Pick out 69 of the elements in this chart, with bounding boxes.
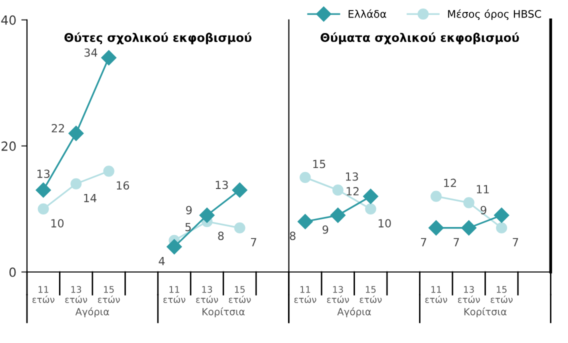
x-tick-label: 15 ετών (490, 286, 513, 303)
data-label: 12 (346, 187, 359, 196)
data-label: 5 (185, 222, 191, 232)
y-tick-label: 20 (2, 141, 16, 151)
point (38, 203, 49, 215)
legend-label: Μέσος όρος HBSC (448, 9, 542, 20)
data-label: 14 (84, 194, 96, 202)
point (36, 182, 51, 198)
y-tick-label: 0 (9, 267, 16, 277)
x-tick-label: 13 ετών (196, 286, 218, 303)
text: Θύματα σχολικού εκφοβισμού (320, 32, 519, 44)
data-label: 34 (84, 48, 98, 57)
data-label: 4 (158, 257, 165, 266)
x-tick-label: 15 ετών (360, 286, 382, 303)
data-label: 13 (346, 172, 358, 181)
text: Κορίτσια (464, 307, 506, 318)
x-tick-label: 15 ετών (228, 286, 251, 303)
data-label: 15 (313, 160, 326, 168)
point (363, 188, 378, 204)
point (300, 172, 311, 184)
point (166, 239, 182, 254)
point (101, 50, 116, 66)
data-label: 12 (444, 178, 456, 187)
x-tick-label: 11 ετών (32, 286, 54, 303)
text: Θύτες σχολικού εκφοβισμού (64, 32, 252, 44)
point (199, 208, 215, 223)
point (332, 184, 344, 196)
text: Αγόρια (337, 307, 371, 318)
point (430, 190, 442, 202)
x-tick-label: 11 ετών (163, 286, 186, 303)
point (494, 208, 510, 223)
data-label: 7 (250, 238, 256, 246)
data-label: 10 (378, 219, 391, 228)
x-tick-label: 13 ετών (458, 286, 480, 303)
text: Αγόρια (75, 307, 110, 318)
data-label: 8 (290, 232, 296, 240)
data-label: 9 (480, 206, 486, 214)
data-label: 13 (37, 170, 50, 178)
point (298, 214, 313, 230)
y-tick-label: 40 (1, 15, 16, 25)
point (461, 220, 476, 236)
legend-label: Ελλάδα (348, 9, 386, 18)
data-label: 8 (218, 232, 224, 240)
data-label: 13 (216, 180, 228, 190)
point (234, 222, 246, 234)
point (70, 178, 82, 190)
x-tick-label: 11 ετών (425, 286, 448, 303)
x-tick-label: 13 ετών (65, 286, 88, 303)
point (330, 208, 346, 223)
data-label: 7 (512, 238, 518, 246)
point (232, 182, 248, 198)
point (463, 197, 474, 208)
x-tick-label: 11 ετών (294, 286, 316, 303)
text: Κορίτσια (202, 307, 245, 318)
point (428, 220, 444, 236)
data-label: 9 (186, 206, 192, 214)
data-label: 11 (476, 185, 489, 194)
point (68, 126, 84, 141)
point (103, 166, 114, 177)
data-label: 22 (52, 124, 64, 132)
point (365, 203, 376, 215)
x-tick-label: 15 ετών (98, 286, 120, 303)
data-label: 9 (322, 225, 328, 234)
x-tick-label: 13 ετών (327, 286, 349, 303)
point (496, 222, 508, 234)
data-label: 7 (454, 238, 459, 246)
data-label: 16 (116, 181, 130, 190)
data-label: 10 (51, 219, 64, 228)
data-label: 7 (420, 238, 426, 246)
